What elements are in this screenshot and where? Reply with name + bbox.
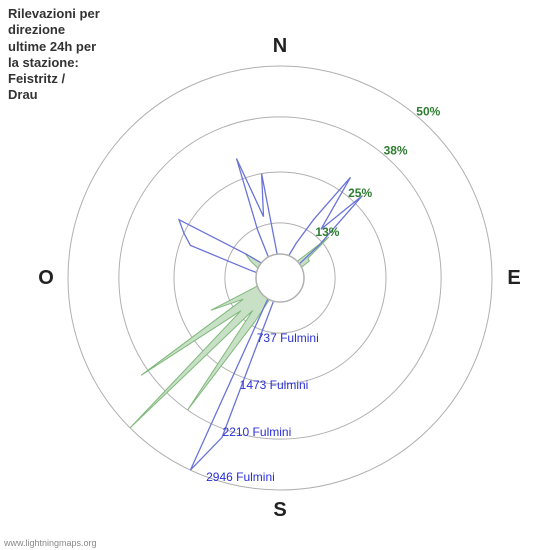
radial-label: 2210 Fulmini <box>223 425 292 439</box>
cardinal-s: S <box>273 499 286 521</box>
ring-label: 38% <box>384 144 408 158</box>
ring-label: 13% <box>315 225 339 239</box>
cardinal-n: N <box>273 35 287 57</box>
radial-label: 737 Fulmini <box>257 331 319 345</box>
ring-label: 25% <box>348 186 372 200</box>
ring-label: 50% <box>416 105 440 119</box>
footer-credit: www.lightningmaps.org <box>4 538 97 548</box>
radial-label: 2946 Fulmini <box>206 470 275 484</box>
cardinal-e: E <box>507 267 520 289</box>
chart-title: Rilevazioni per direzione ultime 24h per… <box>8 6 100 104</box>
cardinal-w: O <box>38 267 54 289</box>
blue-series <box>179 159 362 471</box>
radial-label: 1473 Fulmini <box>240 378 309 392</box>
